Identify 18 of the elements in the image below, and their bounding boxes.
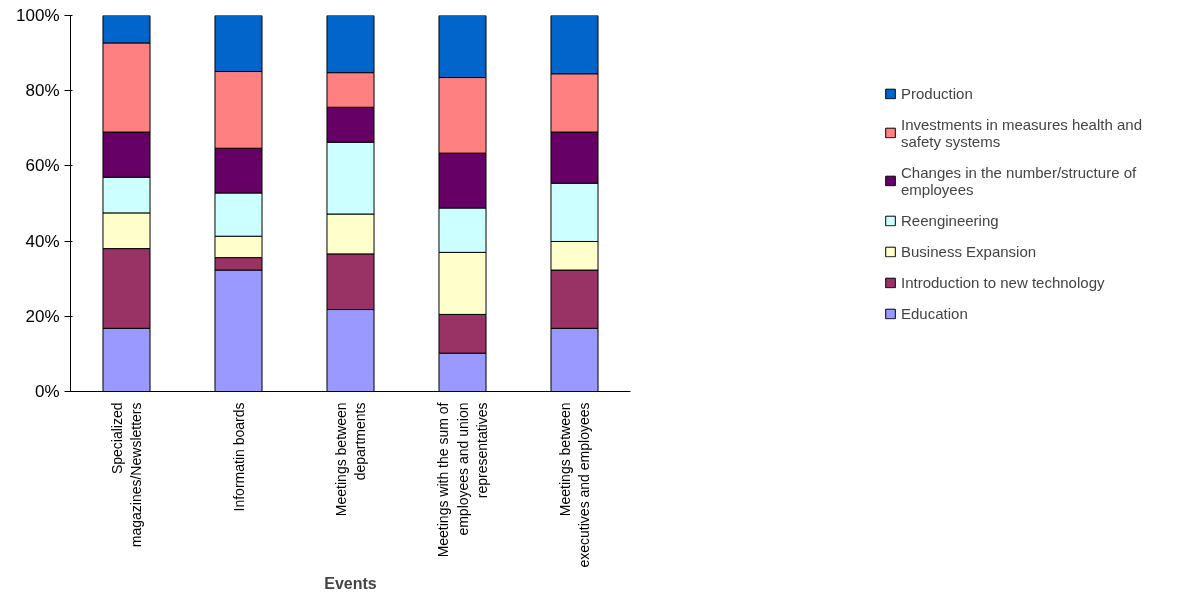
legend-label: Business Expansion bbox=[901, 242, 1037, 260]
y-tick-label: 20% bbox=[25, 306, 60, 326]
y-tick-label: 0% bbox=[34, 382, 60, 401]
y-tick-label: 60% bbox=[25, 156, 60, 176]
x-tick-label: Specialized magazines/Newsletters bbox=[108, 402, 145, 548]
x-tick-label: Meetings with the sum of employees and union representatives bbox=[435, 402, 490, 558]
legend-label: Production bbox=[901, 84, 973, 102]
legend-label: Changes in the number/structure of employees bbox=[901, 163, 1137, 198]
x-tick-label: Meetings between departments bbox=[332, 402, 369, 517]
x-tick-label: Informatin boards bbox=[230, 402, 247, 512]
x-axis-title: Events bbox=[324, 575, 377, 593]
y-tick-label: 40% bbox=[25, 231, 60, 251]
legend-label: Investments in measures health and safety systems bbox=[901, 115, 1142, 150]
legend-label: Education bbox=[901, 304, 968, 322]
y-tick-label: 80% bbox=[25, 81, 60, 101]
legend-label: Introduction to new technology bbox=[901, 273, 1105, 291]
legend-label: Reengineering bbox=[901, 211, 999, 229]
y-tick-label: 100% bbox=[16, 6, 60, 25]
